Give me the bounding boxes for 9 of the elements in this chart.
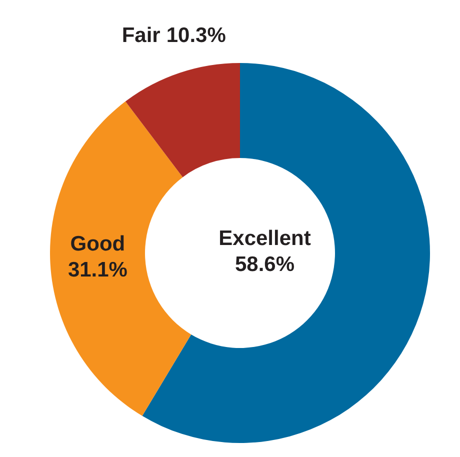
donut-slice — [50, 101, 192, 416]
slice-label: Excellent — [218, 227, 311, 250]
donut-slice — [125, 63, 240, 178]
data-label: 31.1% — [68, 258, 128, 282]
donut-slice — [142, 63, 430, 443]
slice-label: Fair — [122, 24, 160, 47]
data-label: 58.6% — [234, 253, 295, 276]
data-label: 10.3% — [166, 24, 226, 47]
slice-label: Good — [70, 232, 126, 256]
